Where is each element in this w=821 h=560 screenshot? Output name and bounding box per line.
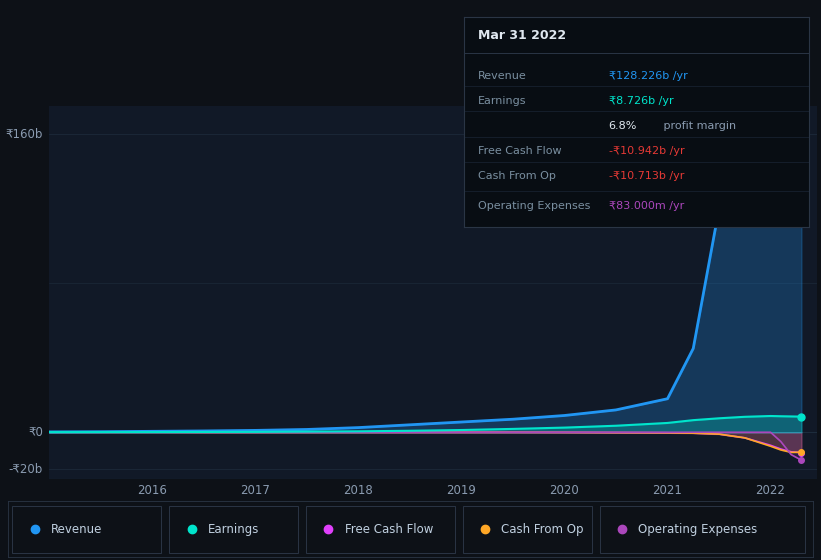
Text: Cash From Op: Cash From Op [478,171,556,181]
Text: Earnings: Earnings [478,96,526,106]
Text: -₹10.713b /yr: -₹10.713b /yr [608,171,684,181]
Text: Revenue: Revenue [478,71,526,81]
Text: Revenue: Revenue [51,522,103,536]
Text: Cash From Op: Cash From Op [502,522,584,536]
Text: ₹8.726b /yr: ₹8.726b /yr [608,96,673,106]
Text: ₹0: ₹0 [28,426,44,438]
Text: 6.8%: 6.8% [608,121,637,131]
Text: ₹160b: ₹160b [6,128,44,141]
Text: ₹128.226b /yr: ₹128.226b /yr [608,71,687,81]
Text: profit margin: profit margin [660,121,736,131]
Text: Operating Expenses: Operating Expenses [638,522,758,536]
Text: Mar 31 2022: Mar 31 2022 [478,29,566,42]
Text: -₹10.942b /yr: -₹10.942b /yr [608,146,685,156]
Text: Free Cash Flow: Free Cash Flow [478,146,562,156]
Text: Free Cash Flow: Free Cash Flow [345,522,433,536]
Text: Earnings: Earnings [208,522,259,536]
Text: Operating Expenses: Operating Expenses [478,201,590,211]
Text: ₹83.000m /yr: ₹83.000m /yr [608,201,684,211]
Text: -₹20b: -₹20b [9,463,44,476]
